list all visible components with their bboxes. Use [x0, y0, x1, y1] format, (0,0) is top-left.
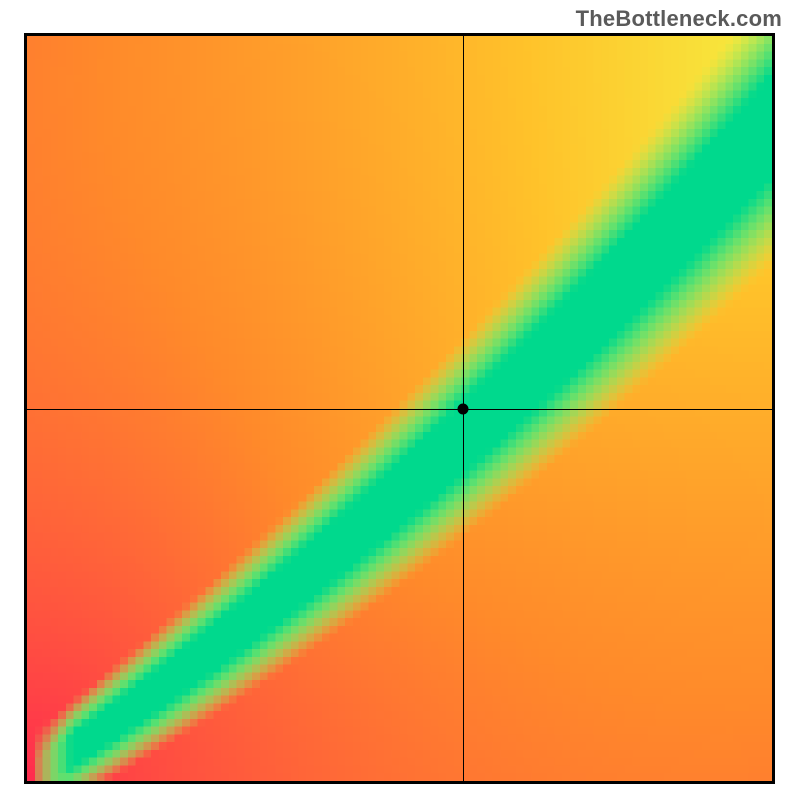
bottleneck-heatmap-plot — [24, 33, 775, 784]
crosshair-horizontal — [27, 409, 772, 410]
selection-marker — [457, 403, 468, 414]
watermark-text: TheBottleneck.com — [576, 6, 782, 32]
